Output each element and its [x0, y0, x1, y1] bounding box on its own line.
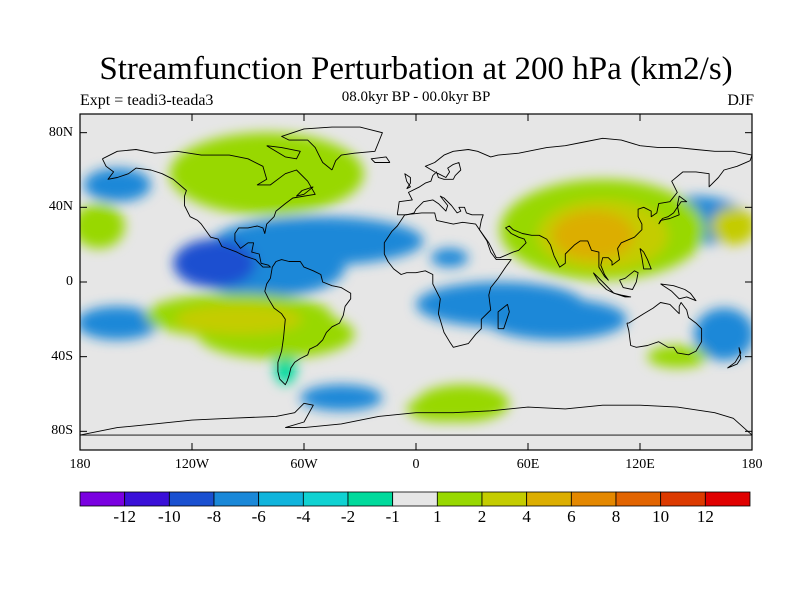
- coastline-path: [639, 248, 652, 270]
- lon-label: 180: [741, 457, 763, 472]
- colorbar-swatch: [526, 491, 572, 507]
- colorbar-swatch: [213, 491, 260, 507]
- colorbar-swatch: [79, 491, 126, 507]
- colorbar-swatch: [660, 491, 706, 507]
- anomaly-region: [175, 304, 303, 335]
- anomaly-region: [647, 345, 708, 368]
- coastline-path: [626, 302, 703, 356]
- anomaly-region: [710, 207, 752, 245]
- colorbar-swatch: [481, 491, 528, 507]
- coastline-path: [383, 212, 512, 348]
- map-title: Streamfunction Perturbation at 200 hPa (…: [99, 51, 733, 87]
- colorbar-swatch: [570, 491, 617, 507]
- anomaly-region: [80, 203, 125, 249]
- colorbar-label: 8: [611, 507, 621, 526]
- lat-label: 80S: [51, 423, 73, 439]
- colorbar-label: -4: [296, 507, 311, 526]
- colorbar-label: -10: [157, 507, 181, 526]
- colorbar-swatch: [258, 491, 304, 507]
- colorbar-swatch: [436, 491, 483, 507]
- anomaly-region: [694, 308, 752, 361]
- coastline-path: [266, 145, 301, 160]
- colorbar-label: -8: [206, 507, 222, 526]
- coastline-path: [80, 402, 314, 436]
- lon-label: 120W: [174, 457, 210, 472]
- axis-ticks: [79, 114, 753, 450]
- coastline-path: [101, 149, 316, 268]
- coastline-path: [613, 292, 632, 298]
- colorbar-swatch: [124, 491, 170, 507]
- anomaly-region: [83, 168, 151, 202]
- coastline-path: [264, 259, 352, 386]
- colorbar-label: -12: [113, 507, 136, 526]
- colorbar-swatch: [615, 491, 662, 507]
- coastlines: [80, 126, 752, 436]
- season-label: DJF: [727, 92, 754, 109]
- colorbar: [79, 491, 751, 507]
- lat-label: 40N: [48, 199, 73, 215]
- anomaly-region: [485, 298, 627, 340]
- lon-label: 60W: [290, 457, 318, 472]
- coastline-path: [727, 347, 742, 369]
- colorbar-swatch: [704, 491, 751, 507]
- period-subtitle: 08.0kyr BP - 00.0kyr BP: [341, 89, 491, 105]
- colorbar-label: 12: [696, 507, 714, 526]
- anomaly-region: [430, 248, 469, 268]
- anomaly-region: [406, 395, 482, 422]
- colorbar-label: 4: [522, 507, 531, 526]
- lon-label: 120E: [625, 457, 655, 472]
- lon-label: 0: [412, 457, 420, 472]
- coastline-path: [296, 186, 314, 197]
- anomaly-region: [300, 384, 383, 411]
- coastline-path: [660, 283, 697, 302]
- anomaly-region: [169, 132, 364, 215]
- streamfunction-field: [80, 132, 752, 423]
- colorbar-label: 2: [477, 507, 487, 526]
- coastline-path: [281, 126, 383, 171]
- lat-label: 80N: [48, 124, 73, 140]
- coastline-path: [497, 303, 510, 330]
- colorbar-label: 10: [652, 507, 670, 526]
- colorbar-label: 6: [567, 507, 576, 526]
- coastline-path: [285, 404, 752, 436]
- anomaly-blobs: [80, 132, 752, 423]
- lon-label: 60E: [516, 457, 540, 472]
- colorbar-swatch: [392, 491, 438, 507]
- lat-label: 40S: [51, 348, 73, 364]
- coastline-path: [619, 270, 639, 290]
- colorbar-swatch: [168, 491, 215, 507]
- coastline-path: [396, 137, 752, 281]
- lon-label: 180: [69, 457, 91, 472]
- experiment-label: Expt = teadi3-teada3: [80, 92, 214, 109]
- colorbar-swatch: [302, 491, 349, 507]
- anomaly-region: [552, 211, 635, 260]
- coastline-path: [370, 156, 391, 163]
- colorbar-swatch: [347, 491, 394, 507]
- colorbar-label: 1: [433, 507, 442, 526]
- colorbar-label: -1: [385, 507, 400, 526]
- colorbar-label: -2: [340, 507, 356, 526]
- coastline-path: [658, 195, 688, 225]
- anomaly-region: [80, 306, 159, 340]
- coastline-path: [404, 173, 411, 190]
- colorbar-label: -6: [251, 507, 266, 526]
- lat-label: 0: [66, 274, 73, 289]
